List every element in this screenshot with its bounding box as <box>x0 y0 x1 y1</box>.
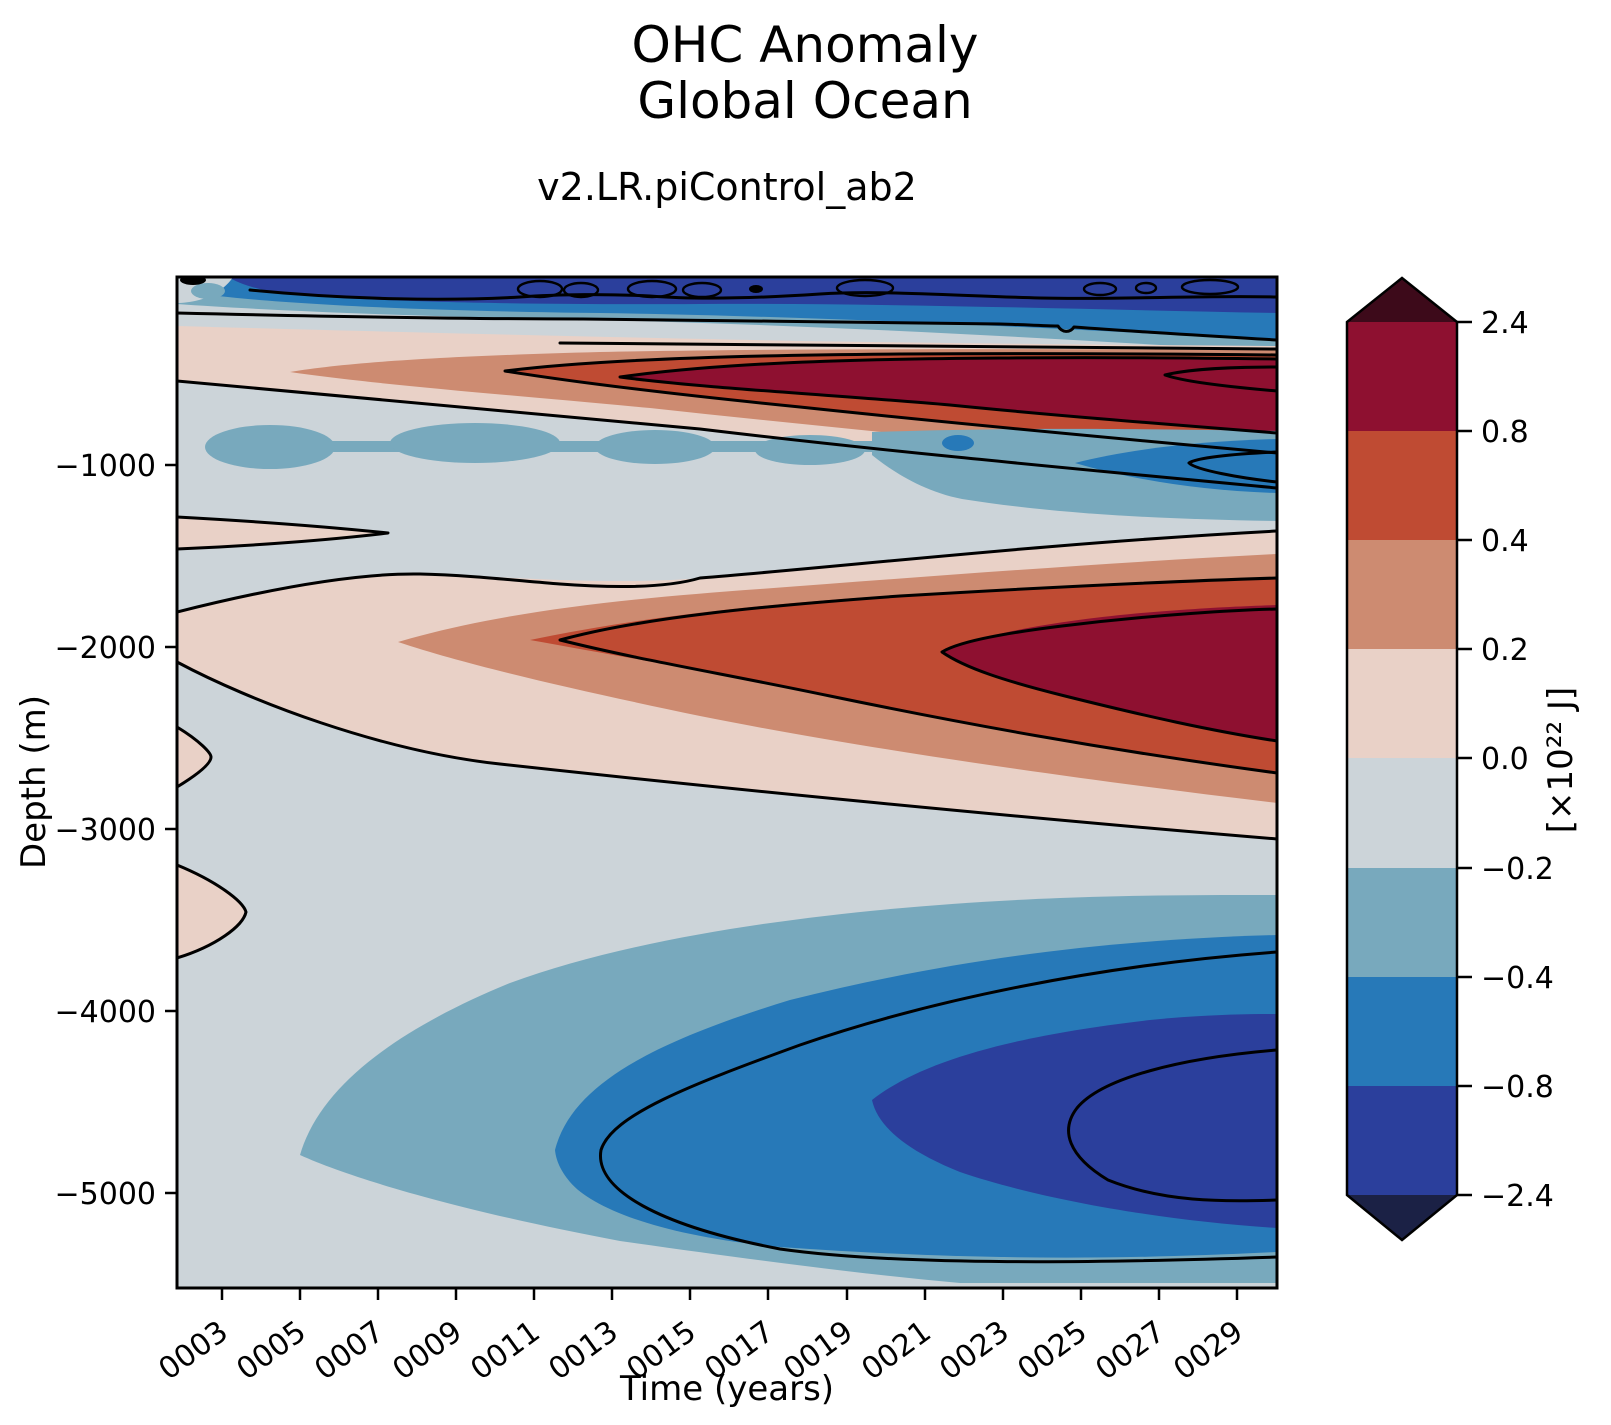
contour-loop <box>1134 281 1158 295</box>
x-tick-label: 0009 <box>386 1314 468 1387</box>
x-tick-label: 0005 <box>230 1314 312 1387</box>
contour-line-left-sliver <box>177 725 213 789</box>
x-tick-label: 0029 <box>1167 1314 1249 1387</box>
contour-loop <box>1180 278 1240 296</box>
fill-mid-steel-blob <box>595 430 715 464</box>
contour-line-deepwarm-08 <box>940 607 1277 743</box>
fill-mid-blue-diamond <box>942 435 974 451</box>
x-tick-label: 0013 <box>542 1314 624 1387</box>
x-tick-label: 0027 <box>1089 1314 1171 1387</box>
contour-loop <box>516 279 564 299</box>
colorbar-segment <box>1347 431 1457 540</box>
colorbar-tick-label: −0.8 <box>1481 1070 1554 1105</box>
x-tick-label: 0011 <box>464 1314 546 1387</box>
contour-line-warmband-top <box>558 341 1277 351</box>
contour-line-warmband-04 <box>503 352 1277 455</box>
fill-upper-warm-darkred-core <box>620 357 1277 433</box>
contour-line-left-deep-wedge <box>177 863 248 960</box>
colorbar-segment <box>1347 322 1457 431</box>
y-axis-label: Depth (m) <box>14 695 54 869</box>
colorbar-unit-label: [×10²² J] <box>1541 687 1581 833</box>
colorbar-segment <box>1347 758 1457 868</box>
fill-bottom-neutral-wedge <box>296 1160 958 1288</box>
contour-line-zero-upper <box>177 311 1277 342</box>
contour-line-deepcool-inner <box>1067 1048 1277 1203</box>
colorbar: 2.4 0.8 0.4 0.2 0.0 −0.2 −0.4 −0.8 −2.4 [×10²² J… <box>1345 276 1581 1242</box>
contour-fills <box>177 277 1277 1288</box>
contour-line-deepwarm-top <box>177 529 1277 614</box>
suptitle-line2: Global Ocean <box>637 72 972 130</box>
x-axis-label: Time (years) <box>619 1369 834 1409</box>
y-tick-label: −3000 <box>55 813 156 848</box>
fill-corner-dark-spot <box>180 277 206 285</box>
contour-loop <box>681 281 723 299</box>
contour-line-deepwarm-04 <box>558 576 1277 775</box>
x-tick-label: 0007 <box>308 1314 390 1387</box>
contour-line-deepwarm-bottom <box>177 660 1277 841</box>
y-axis: −1000 −2000 −3000 −4000 −5000 <box>55 449 177 1212</box>
fill-topleft-steel-spot <box>191 283 225 299</box>
contour-line-warmband-08 <box>618 356 1277 435</box>
contour-dot <box>749 285 763 293</box>
colorbar-segment <box>1347 649 1457 758</box>
contour-line-warmband-inner <box>1163 365 1277 393</box>
contour-line-surface-thread <box>248 288 1277 301</box>
fill-left-deep-pink-wedge <box>177 865 246 958</box>
y-tick-label: −4000 <box>55 995 156 1030</box>
contour-line-zero-below-warmband <box>177 379 1277 490</box>
fill-mid-steel-blob <box>205 425 335 469</box>
colorbar-tick-label: 2.4 <box>1481 306 1529 341</box>
fill-surface-indigo-band <box>228 277 1277 313</box>
colorbar-segment <box>1347 977 1457 1086</box>
colorbar-segment <box>1347 540 1457 649</box>
fill-mid-steel-blob <box>755 435 865 465</box>
x-tick-label: 0021 <box>855 1314 937 1387</box>
colorbar-under-arrow <box>1347 1195 1457 1240</box>
contour-lines <box>177 278 1277 1264</box>
x-tick-label: 0003 <box>152 1314 234 1387</box>
contour-loop <box>835 278 895 298</box>
contour-loop <box>562 281 600 299</box>
colorbar-tick-label: 0.0 <box>1481 742 1529 777</box>
y-tick-label: −1000 <box>55 449 156 484</box>
colorbar-tick-label: 0.4 <box>1481 524 1529 559</box>
plot-border <box>175 275 1279 1290</box>
fill-left-pink-finger <box>177 517 388 549</box>
contour-line-pink-finger <box>177 515 390 551</box>
fill-deep-cool-indigo-core <box>872 1014 1277 1228</box>
colorbar-tick-label: −0.2 <box>1481 852 1554 887</box>
y-tick-label: −5000 <box>55 1177 156 1212</box>
colorbar-over-arrow <box>1347 278 1457 322</box>
y-tick-label: −2000 <box>55 631 156 666</box>
x-tick-label: 0023 <box>933 1314 1015 1387</box>
fill-mid-mediumblue-wedge <box>1075 439 1277 493</box>
suptitle-line1: OHC Anomaly <box>631 16 978 74</box>
contour-line-mid-blue-notch <box>1187 450 1277 484</box>
contour-loop <box>626 279 678 299</box>
colorbar-segment <box>1347 868 1457 977</box>
colorbar-segment <box>1347 1086 1457 1195</box>
colorbar-ticks: 2.4 0.8 0.4 0.2 0.0 −0.2 −0.4 −0.8 −2.4 <box>1457 306 1554 1214</box>
contour-loop <box>1082 281 1118 297</box>
colorbar-tick-label: 0.2 <box>1481 633 1529 668</box>
colorbar-tick-label: −2.4 <box>1481 1179 1554 1214</box>
contour-line-deepcool-04 <box>599 950 1277 1264</box>
x-tick-label: 0025 <box>1011 1314 1093 1387</box>
axes-subtitle: v2.LR.piControl_ab2 <box>537 165 917 209</box>
fill-mid-steel-blob <box>390 423 560 463</box>
colorbar-tick-label: −0.4 <box>1481 961 1554 996</box>
colorbar-tick-label: 0.8 <box>1481 415 1529 450</box>
fill-left-pink-sliver <box>177 727 211 787</box>
fill-deep-warm-darkred-core <box>942 605 1277 741</box>
